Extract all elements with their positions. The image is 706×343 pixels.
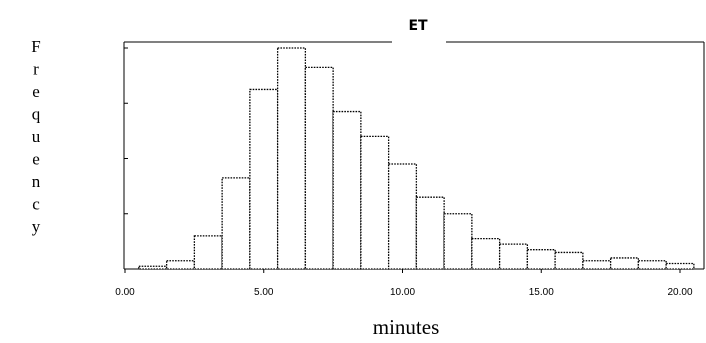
histogram-bar [665, 262, 695, 270]
histogram-bar [360, 135, 390, 270]
x-tick-label: 5.00 [254, 287, 274, 298]
y-axis-label-letter: n [32, 172, 41, 191]
histogram-bar [165, 260, 196, 270]
histogram-bar [637, 260, 667, 270]
histogram-bar [249, 88, 279, 270]
x-tick-label: 15.00 [529, 287, 554, 298]
y-axis-label-letter: e [32, 82, 40, 101]
histogram-bar [498, 243, 529, 270]
x-axis-ticks: 0.00 5.00 10.00 15.00 20.00 [115, 269, 693, 298]
histogram-bar [138, 265, 168, 270]
histogram-bar [582, 260, 612, 270]
histogram-bars [138, 47, 695, 270]
histogram-bar [387, 163, 418, 270]
histogram-bar [526, 249, 556, 270]
x-tick-label: 0.00 [115, 287, 135, 298]
y-axis-label-letter: F [31, 37, 40, 56]
histogram-bar [443, 213, 473, 270]
y-axis-label-letter: q [32, 105, 41, 124]
y-axis-label-letter: r [33, 60, 39, 79]
histogram-bar [304, 66, 334, 270]
x-tick-label: 10.00 [390, 287, 415, 298]
chart-title: ET [408, 18, 428, 34]
histogram-bar [415, 196, 445, 270]
y-axis-label-letter: y [32, 217, 41, 236]
histogram-bar [276, 47, 307, 270]
histogram-bar [554, 251, 584, 270]
x-tick-label: 20.00 [667, 287, 692, 298]
y-axis-label-letter: e [32, 150, 40, 169]
histogram-bar [471, 237, 501, 270]
histogram-bar [221, 177, 251, 270]
y-axis-label-letter: u [32, 127, 41, 146]
histogram-bar [609, 257, 640, 270]
x-axis-label: minutes [373, 315, 440, 339]
y-axis-ticks [124, 47, 128, 215]
histogram-bar [193, 235, 223, 270]
y-axis-label-letter: c [32, 195, 40, 214]
histogram-bar [332, 110, 362, 270]
